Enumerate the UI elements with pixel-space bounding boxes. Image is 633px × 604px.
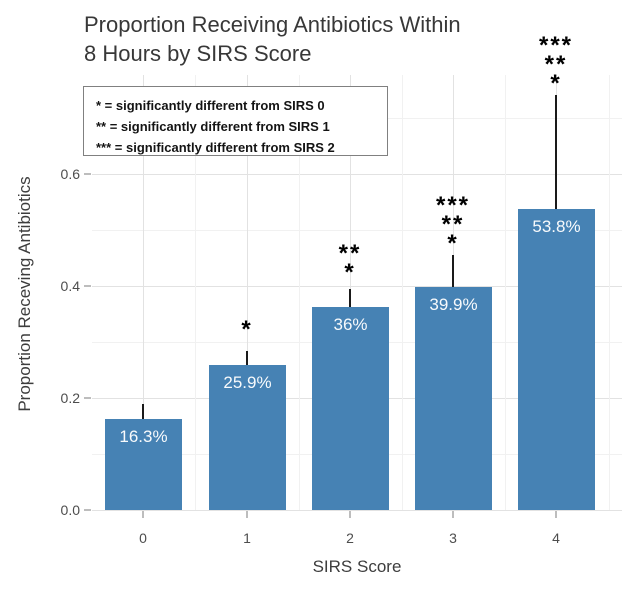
bar-value-label-0: 16.3%	[119, 427, 168, 446]
chart-title: Proportion Receiving Antibiotics Within …	[84, 10, 461, 68]
y-axis-title: Proportion Receving Antibiotics	[15, 176, 34, 412]
significance-row: **	[338, 240, 362, 267]
bar-sirs-3	[415, 287, 492, 510]
chart-title-line-2: 8 Hours by SIRS Score	[84, 41, 312, 66]
gridline-v-minor-4.5	[609, 75, 610, 510]
gridline-h-minor-0.5	[92, 230, 622, 231]
x-tick-label-4: 4	[552, 530, 560, 546]
gridline-v-minor-0.5	[195, 75, 196, 510]
gridline-v-minor-3.5	[505, 75, 506, 510]
y-tick-0.0	[84, 509, 91, 511]
y-tick-label-0.0: 0.0	[60, 502, 80, 518]
x-tick-label-1: 1	[243, 530, 251, 546]
gridline-v-minor-1.5	[299, 75, 300, 510]
significance-row: **	[441, 211, 465, 238]
significance-row: ***	[435, 192, 471, 219]
error-bar-2	[349, 289, 351, 307]
bar-sirs-2	[312, 307, 389, 510]
x-axis-title: SIRS Score	[312, 557, 402, 576]
gridline-h-0.6	[92, 174, 622, 175]
significance-row: ***	[538, 32, 574, 59]
bar-value-label-3: 39.9%	[429, 295, 478, 314]
bar-value-label-2: 36%	[333, 315, 368, 334]
significance-row: **	[544, 51, 568, 78]
bar-sirs-0	[105, 419, 182, 510]
error-bar-3	[452, 255, 454, 287]
significance-stack-1: *	[192, 316, 302, 343]
significance-stack-3: *** ** *	[398, 192, 508, 257]
x-tick-1	[246, 511, 248, 518]
error-bar-0	[142, 404, 144, 419]
error-bar-1	[246, 351, 248, 365]
x-tick-0	[142, 511, 144, 518]
y-tick-0.4	[84, 285, 91, 287]
x-tick-4	[555, 511, 557, 518]
x-tick-label-0: 0	[139, 530, 147, 546]
y-tick-label-0.6: 0.6	[60, 166, 80, 182]
significance-legend: * = significantly different from SIRS 0 …	[83, 86, 388, 156]
legend-line-1: * = significantly different from SIRS 0	[96, 98, 325, 113]
significance-row: *	[550, 70, 562, 97]
bar-sirs-1	[209, 365, 286, 510]
x-tick-label-3: 3	[449, 530, 457, 546]
bar-value-label-1: 25.9%	[223, 373, 272, 392]
significance-row: *	[447, 230, 459, 257]
y-tick-label-0.2: 0.2	[60, 390, 80, 406]
x-tick-3	[452, 511, 454, 518]
significance-stack-4: *** ** *	[501, 32, 611, 97]
x-tick-2	[349, 511, 351, 518]
significance-row: *	[241, 316, 253, 343]
y-tick-label-0.4: 0.4	[60, 278, 80, 294]
bar-sirs-4	[518, 209, 595, 510]
y-tick-0.6	[84, 173, 91, 175]
gridline-v-1	[247, 75, 248, 510]
gridline-h-0.0	[92, 510, 622, 511]
y-tick-0.2	[84, 397, 91, 399]
chart-title-line-1: Proportion Receiving Antibiotics Within	[84, 12, 461, 37]
error-bar-4	[555, 95, 557, 209]
significance-row: *	[344, 259, 356, 286]
gridline-v-0	[143, 75, 144, 510]
legend-line-3: *** = significantly different from SIRS …	[96, 140, 335, 155]
significance-stack-2: ** *	[295, 240, 405, 286]
x-tick-label-2: 2	[346, 530, 354, 546]
bar-value-label-4: 53.8%	[532, 217, 581, 236]
gridline-v-minor-2.5	[402, 75, 403, 510]
gridline-h-0.4	[92, 286, 622, 287]
legend-line-2: ** = significantly different from SIRS 1	[96, 119, 330, 134]
